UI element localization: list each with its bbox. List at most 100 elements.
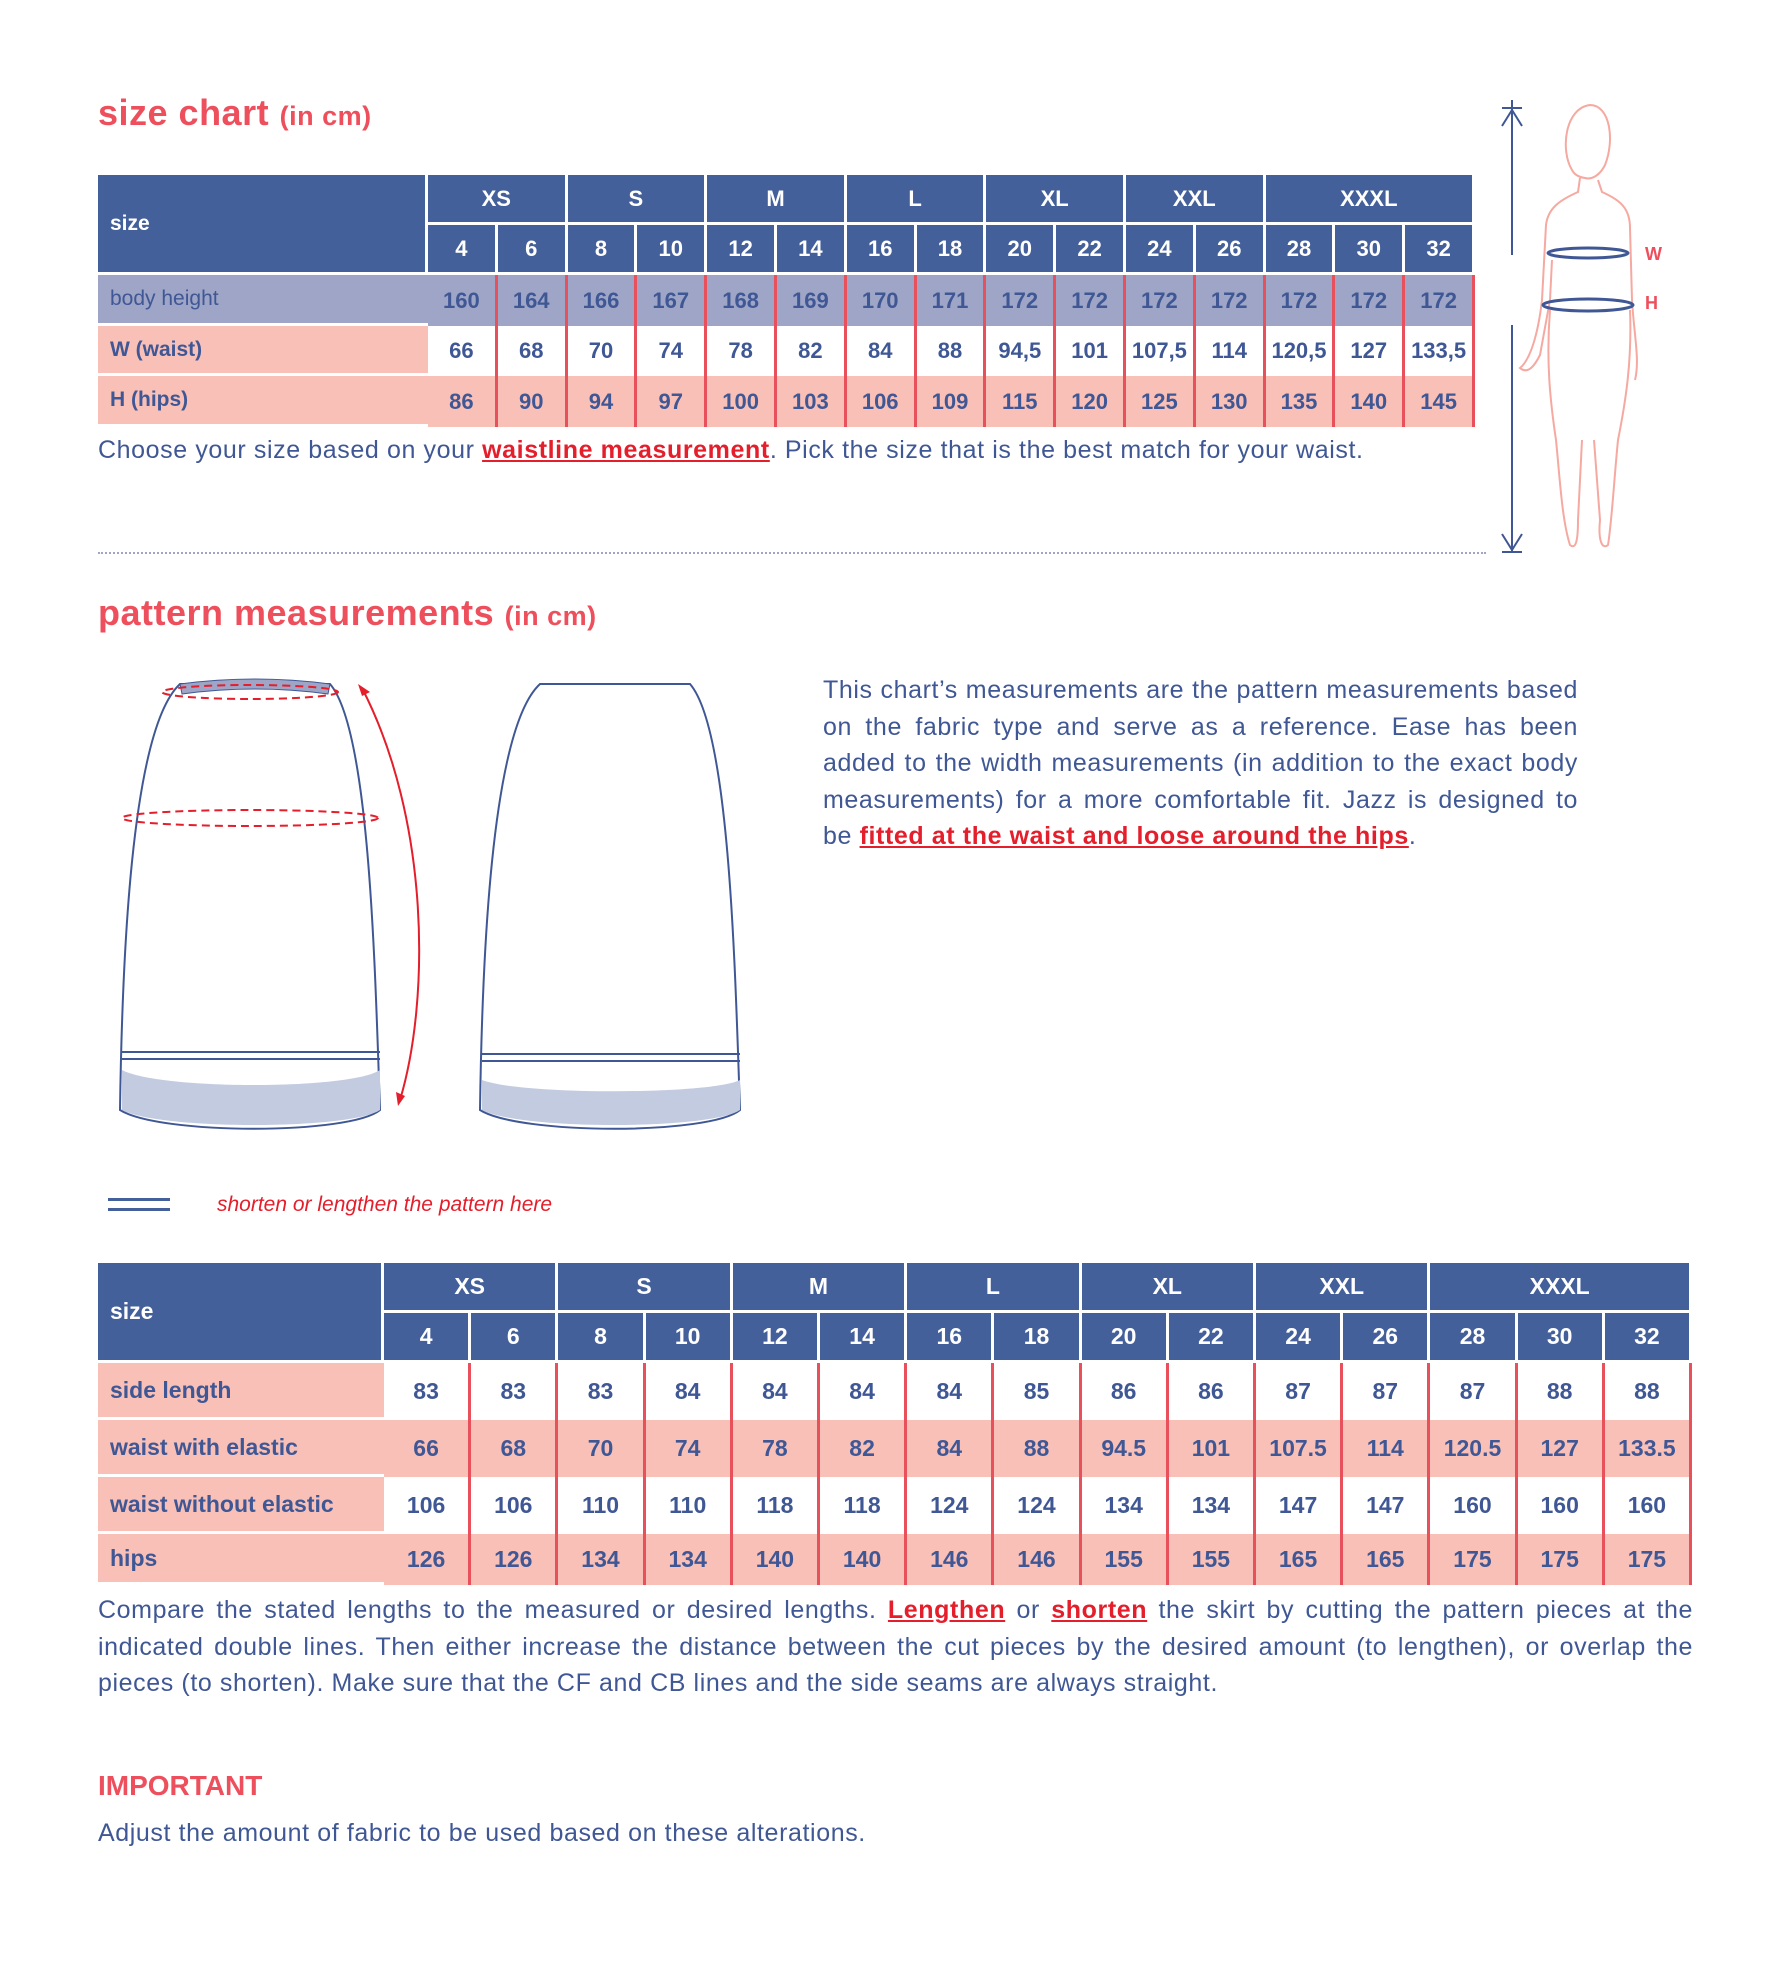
size-number-header: 14 — [819, 1313, 908, 1363]
table-cell: 101 — [1056, 326, 1126, 376]
table-cell: 170 — [846, 275, 917, 326]
size-group-header: XXL — [1255, 1263, 1431, 1313]
table-cell: 109 — [916, 376, 987, 427]
size-header: size — [98, 175, 428, 275]
table-cell: 165 — [1343, 1534, 1431, 1585]
table-cell: 97 — [637, 376, 708, 427]
table-cell: 172 — [1335, 275, 1406, 326]
table-cell: 147 — [1343, 1477, 1431, 1534]
lengthen-link[interactable]: Lengthen — [887, 1596, 1006, 1624]
table-cell: 82 — [777, 326, 847, 376]
size-number-header: 18 — [994, 1313, 1082, 1363]
table-cell: 106 — [471, 1477, 559, 1534]
size-group-header: XS — [428, 175, 568, 225]
table-cell: 101 — [1168, 1420, 1256, 1477]
table-cell: 133.5 — [1604, 1420, 1692, 1477]
fit-link[interactable]: fitted at the waist and loose around the… — [859, 822, 1409, 850]
table-cell: 83 — [558, 1363, 646, 1420]
size-group-header: L — [846, 175, 987, 225]
table-cell: 84 — [907, 1363, 995, 1420]
size-number-header: 10 — [637, 225, 708, 275]
table-cell: 115 — [986, 376, 1057, 427]
row-label: body height — [98, 275, 428, 326]
table-cell: 84 — [645, 1363, 733, 1420]
table-cell: 120 — [1056, 376, 1126, 427]
table-cell: 168 — [707, 275, 777, 326]
size-number-header: 16 — [846, 225, 917, 275]
size-number-header: 8 — [567, 225, 638, 275]
table-cell: 84 — [732, 1363, 820, 1420]
size-number-header: 20 — [1081, 1313, 1169, 1363]
size-group-header: XXXL — [1430, 1263, 1692, 1313]
table-cell: 166 — [567, 275, 638, 326]
table-cell: 169 — [777, 275, 847, 326]
size-number-header: 6 — [471, 1313, 559, 1363]
size-number-header: 16 — [907, 1313, 995, 1363]
size-group-header: L — [907, 1263, 1082, 1313]
waistline-measurement-link[interactable]: waistline measurement — [482, 436, 770, 464]
table-cell: 126 — [384, 1534, 472, 1585]
table-cell: 114 — [1195, 326, 1266, 376]
table-cell: 160 — [1604, 1477, 1692, 1534]
table-cell: 134 — [1168, 1477, 1256, 1534]
table-cell: 106 — [846, 376, 917, 427]
table-cell: 130 — [1195, 376, 1266, 427]
table-cell: 172 — [1056, 275, 1126, 326]
size-number-header: 24 — [1255, 1313, 1344, 1363]
table-cell: 133,5 — [1405, 326, 1475, 376]
size-chart-note: Choose your size based on your waistline… — [98, 436, 1364, 464]
table-cell: 68 — [497, 326, 568, 376]
table-cell: 127 — [1335, 326, 1406, 376]
table-cell: 86 — [428, 376, 498, 427]
table-cell: 74 — [637, 326, 708, 376]
table-cell: 87 — [1430, 1363, 1518, 1420]
important-text: Adjust the amount of fabric to be used b… — [98, 1819, 866, 1847]
table-cell: 84 — [846, 326, 917, 376]
table-cell: 160 — [1430, 1477, 1518, 1534]
size-group-header: S — [567, 175, 708, 225]
size-number-header: 22 — [1168, 1313, 1256, 1363]
row-label: side length — [98, 1363, 384, 1420]
skirt-back-icon — [478, 683, 742, 1130]
table-cell: 68 — [471, 1420, 559, 1477]
table-cell: 85 — [994, 1363, 1082, 1420]
row-label: hips — [98, 1534, 384, 1585]
waist-label: W — [1645, 244, 1662, 264]
size-chart-table: size XS S M L XL XXL XXXL 4 6 8 10 12 14 16 18 20 22 24 26 2… — [98, 175, 1475, 427]
table-cell: 88 — [1517, 1363, 1605, 1420]
size-number-header: 30 — [1335, 225, 1406, 275]
size-number-header: 4 — [384, 1313, 472, 1363]
table-cell: 106 — [384, 1477, 472, 1534]
table-cell: 88 — [1604, 1363, 1692, 1420]
table-cell: 84 — [907, 1420, 995, 1477]
double-line-legend-icon — [108, 1198, 170, 1211]
table-cell: 140 — [732, 1534, 820, 1585]
table-cell: 120.5 — [1430, 1420, 1518, 1477]
table-cell: 74 — [645, 1420, 733, 1477]
body-figure: W H — [1501, 100, 1662, 553]
table-cell: 175 — [1517, 1534, 1605, 1585]
table-cell: 70 — [558, 1420, 646, 1477]
important-heading: IMPORTANT — [98, 1770, 263, 1801]
table-cell: 140 — [1335, 376, 1406, 427]
woman-silhouette-icon — [1518, 103, 1638, 548]
skirt-front-icon — [118, 678, 421, 1130]
table-cell: 126 — [471, 1534, 559, 1585]
size-group-header: XXL — [1126, 175, 1266, 225]
table-cell: 134 — [645, 1534, 733, 1585]
table-cell: 155 — [1081, 1534, 1169, 1585]
shorten-link[interactable]: shorten — [1051, 1596, 1148, 1624]
table-cell: 172 — [1265, 275, 1336, 326]
size-chart-title: size chart (in cm) — [98, 92, 372, 133]
size-number-header: 8 — [558, 1313, 646, 1363]
table-cell: 88 — [994, 1420, 1082, 1477]
table-cell: 175 — [1430, 1534, 1518, 1585]
table-cell: 164 — [497, 275, 568, 326]
size-number-header: 28 — [1265, 225, 1336, 275]
hips-marker-icon — [1541, 297, 1635, 313]
table-cell: 172 — [1405, 275, 1475, 326]
pattern-note: Compare the stated lengths to the measur… — [98, 1596, 1693, 1697]
table-cell: 146 — [994, 1534, 1082, 1585]
table-cell: 134 — [558, 1534, 646, 1585]
pattern-measurements-table: size XS S M L XL XXL XXXL 4 6 8 10 12 14 16 18 20 22 24 26 2… — [98, 1263, 1692, 1585]
